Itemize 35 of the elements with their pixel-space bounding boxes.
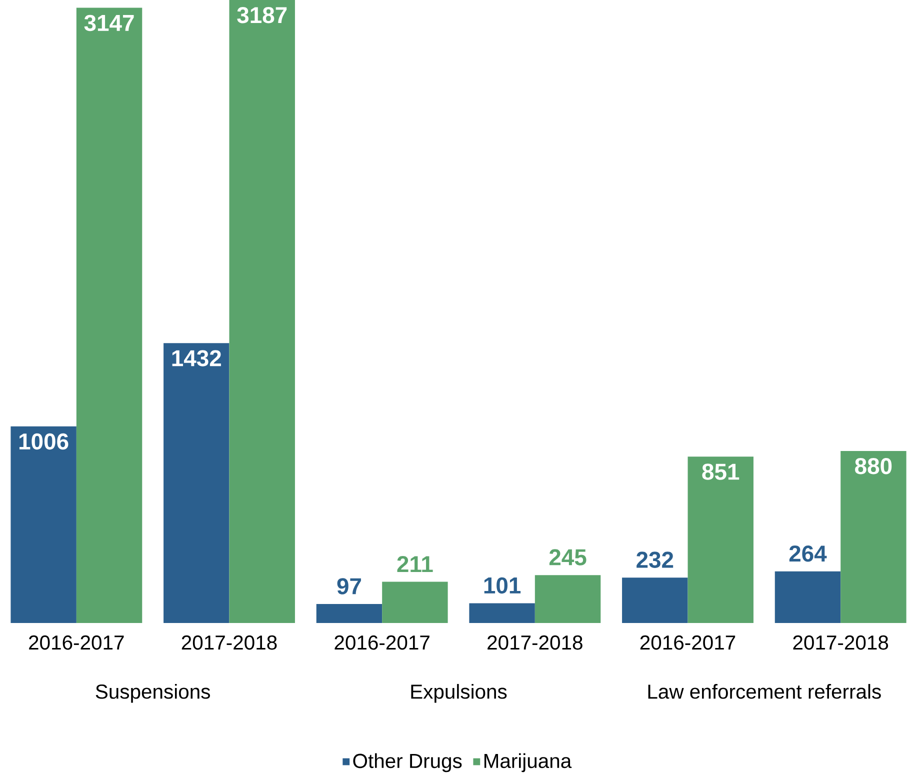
bar: [840, 450, 906, 623]
data-label: 232: [636, 552, 674, 568]
x-tick-label: 2016-2017: [29, 635, 124, 650]
data-label: 245: [549, 549, 586, 566]
bar: [76, 8, 142, 623]
data-label: 3147: [84, 14, 134, 31]
bar: [316, 604, 382, 623]
x-tick-label: 2016-2017: [640, 635, 736, 650]
bar: [688, 456, 754, 623]
data-label: 851: [702, 463, 740, 480]
legend-label: Other Drugs: [353, 753, 462, 772]
data-label: 97: [337, 578, 361, 594]
x-tick-label: 2017-2018: [488, 635, 582, 650]
x-tick-label: 2017-2018: [793, 635, 888, 650]
bar: [774, 571, 841, 623]
bar: [164, 342, 230, 623]
bar: [534, 574, 601, 623]
data-label: 1432: [172, 350, 221, 366]
bar: [10, 426, 76, 623]
bar: [382, 582, 448, 623]
data-label: 880: [855, 458, 892, 474]
data-label: 264: [789, 545, 827, 562]
text: Law enforcement referrals: [648, 684, 881, 699]
text: Expulsions: [411, 684, 507, 703]
text: Suspensions: [96, 684, 210, 703]
x-tick-label: 2016-2017: [334, 635, 430, 650]
bar: [469, 603, 535, 623]
data-label: 101: [484, 577, 521, 594]
legend-label: Marijuana: [484, 753, 572, 772]
data-label: 3187: [237, 6, 287, 24]
data-label: 1006: [20, 433, 68, 450]
x-tick-label: 2017-2018: [182, 635, 277, 650]
bar: [229, 0, 295, 623]
bar: [622, 577, 688, 623]
data-label: 211: [397, 556, 433, 572]
